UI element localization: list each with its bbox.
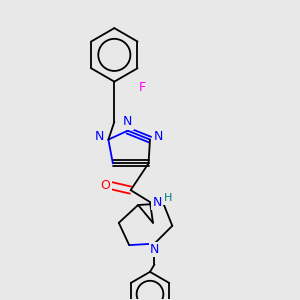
Text: N: N [150,243,159,256]
Text: H: H [164,194,172,203]
Text: N: N [123,115,132,128]
Text: N: N [154,130,164,143]
Text: N: N [95,130,104,143]
Text: O: O [100,179,110,192]
Text: F: F [139,81,146,94]
Text: N: N [153,196,162,208]
